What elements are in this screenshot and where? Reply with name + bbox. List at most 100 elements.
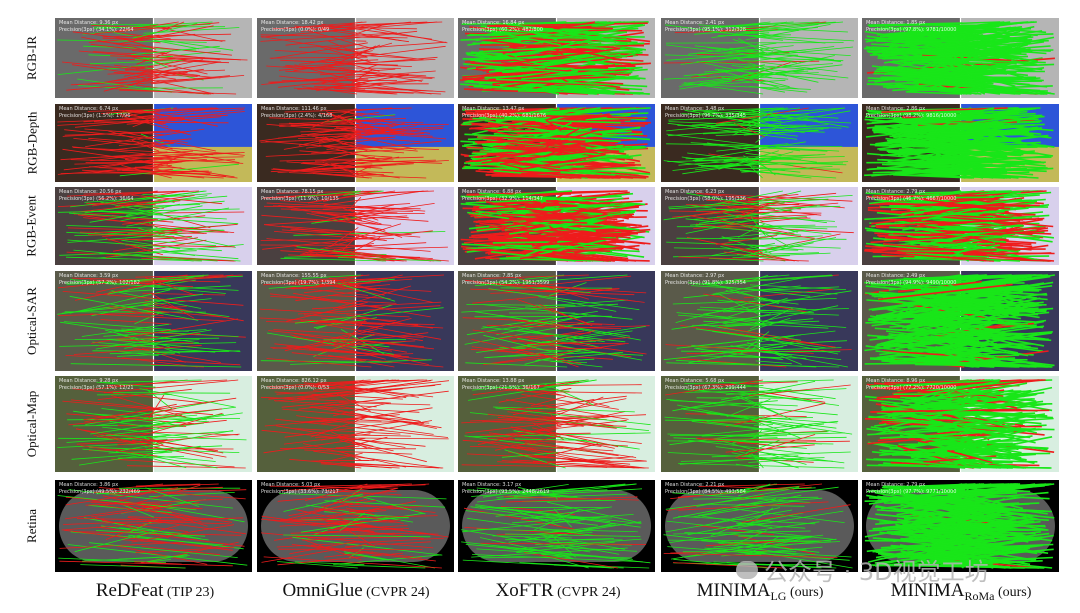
inlier-match-line [891, 409, 978, 419]
metric-overlay: Mean Distance: 13.88 px Precision(3px) (2… [462, 378, 540, 392]
inlier-match-line [899, 70, 1044, 82]
outlier-match-line [669, 210, 822, 214]
outlier-match-line [351, 215, 382, 225]
inlier-match-line [135, 453, 187, 469]
match-visualization [55, 104, 252, 182]
outlier-match-line [486, 217, 571, 222]
outlier-match-line [259, 308, 410, 318]
inlier-match-line [549, 282, 587, 296]
method-name: OmniGlue [282, 580, 363, 601]
inlier-match-line [467, 489, 601, 500]
outlier-match-line [106, 107, 246, 114]
inlier-match-line [465, 195, 622, 204]
inlier-match-line [668, 121, 842, 129]
outlier-match-line [102, 33, 232, 38]
inlier-match-line [667, 452, 834, 462]
outlier-match-line [270, 296, 397, 304]
outlier-match-line [878, 283, 1013, 301]
inlier-match-line [324, 500, 446, 508]
outlier-match-line [279, 156, 424, 162]
outlier-match-line [740, 249, 795, 262]
inlier-match-line [872, 541, 1015, 553]
inlier-match-line [534, 509, 580, 531]
inlier-match-line [866, 229, 1040, 239]
outlier-match-line [870, 408, 1022, 413]
inlier-match-line [665, 24, 783, 41]
inlier-match-line [703, 290, 852, 315]
outlier-match-line [302, 536, 409, 541]
inlier-match-line [716, 143, 789, 152]
outlier-match-line [88, 137, 159, 144]
outlier-match-line [487, 413, 617, 429]
metric-text: Mean Distance: 5.03 px [261, 482, 321, 488]
method-label: OmniGlue (CVPR 24) [282, 580, 429, 602]
metric-overlay: Mean Distance: 2.41 px Precision(3px) (95… [665, 20, 746, 34]
outlier-match-line [93, 486, 223, 493]
watermark: 公众号 · 3D视觉工坊 [736, 552, 989, 587]
outlier-match-line [316, 211, 379, 225]
outlier-match-line [259, 125, 368, 142]
outlier-match-line [65, 487, 178, 506]
metric-overlay: Mean Distance: 826.12 px Precision(3px) (… [261, 378, 329, 392]
outlier-match-line [281, 400, 357, 408]
metric-text: Precision(3px) (0.0%): 0/53 [261, 385, 330, 391]
inlier-match-line [877, 57, 1046, 64]
outlier-match-line [715, 235, 778, 245]
inlier-match-line [706, 421, 779, 432]
outlier-match-line [90, 313, 227, 322]
inlier-match-line [700, 21, 794, 28]
inlier-match-line [864, 361, 1035, 365]
row-label: RGB-Event [14, 187, 50, 265]
outlier-match-line [267, 379, 371, 388]
inlier-match-line [948, 281, 1054, 300]
match-visualization [55, 376, 252, 472]
outlier-match-line [346, 24, 385, 38]
inlier-match-line [884, 48, 977, 51]
outlier-match-line [65, 355, 241, 366]
outlier-match-line [704, 193, 853, 202]
outlier-match-line [509, 339, 632, 358]
outlier-match-line [291, 352, 444, 368]
inlier-match-line [942, 400, 1044, 413]
outlier-match-line [474, 140, 586, 143]
inlier-match-line [675, 359, 763, 366]
outlier-match-line [329, 48, 424, 60]
outlier-match-line [322, 145, 440, 150]
inlier-match-line [905, 91, 963, 95]
outlier-match-line [537, 253, 609, 262]
outlier-match-line [72, 277, 221, 283]
inlier-match-line [665, 509, 793, 533]
outlier-match-line [313, 379, 420, 391]
outlier-match-line [312, 532, 439, 535]
inlier-match-line [909, 289, 995, 312]
inlier-match-line [724, 320, 820, 326]
outlier-match-line [513, 447, 647, 462]
inlier-match-line [476, 528, 593, 533]
inlier-match-line [550, 358, 595, 362]
outlier-match-line [57, 114, 228, 123]
outlier-match-line [348, 506, 416, 508]
outlier-match-line [59, 560, 233, 567]
inlier-match-line [898, 148, 1022, 157]
match-panel: Mean Distance: 78.15 px Precision(3px) (1… [257, 187, 454, 265]
outlier-match-line [293, 156, 375, 172]
inlier-match-line [338, 283, 396, 302]
outlier-match-line [293, 59, 369, 72]
inlier-match-line [943, 486, 1031, 493]
inlier-match-line [707, 541, 840, 550]
inlier-match-line [685, 154, 826, 160]
inlier-match-line [290, 359, 432, 365]
outlier-match-line [320, 407, 433, 425]
outlier-match-line [115, 21, 179, 32]
outlier-match-line [263, 274, 445, 286]
outlier-match-line [131, 56, 208, 75]
outlier-match-line [90, 502, 161, 505]
inlier-match-line [948, 243, 977, 259]
inlier-match-line [721, 77, 799, 90]
inlier-match-line [701, 431, 829, 437]
match-panel: Mean Distance: 111.46 px Precision(3px) (… [257, 104, 454, 182]
inlier-match-line [497, 546, 574, 559]
outlier-match-line [733, 205, 822, 216]
inlier-match-line [512, 312, 589, 325]
inlier-match-line [126, 207, 230, 227]
